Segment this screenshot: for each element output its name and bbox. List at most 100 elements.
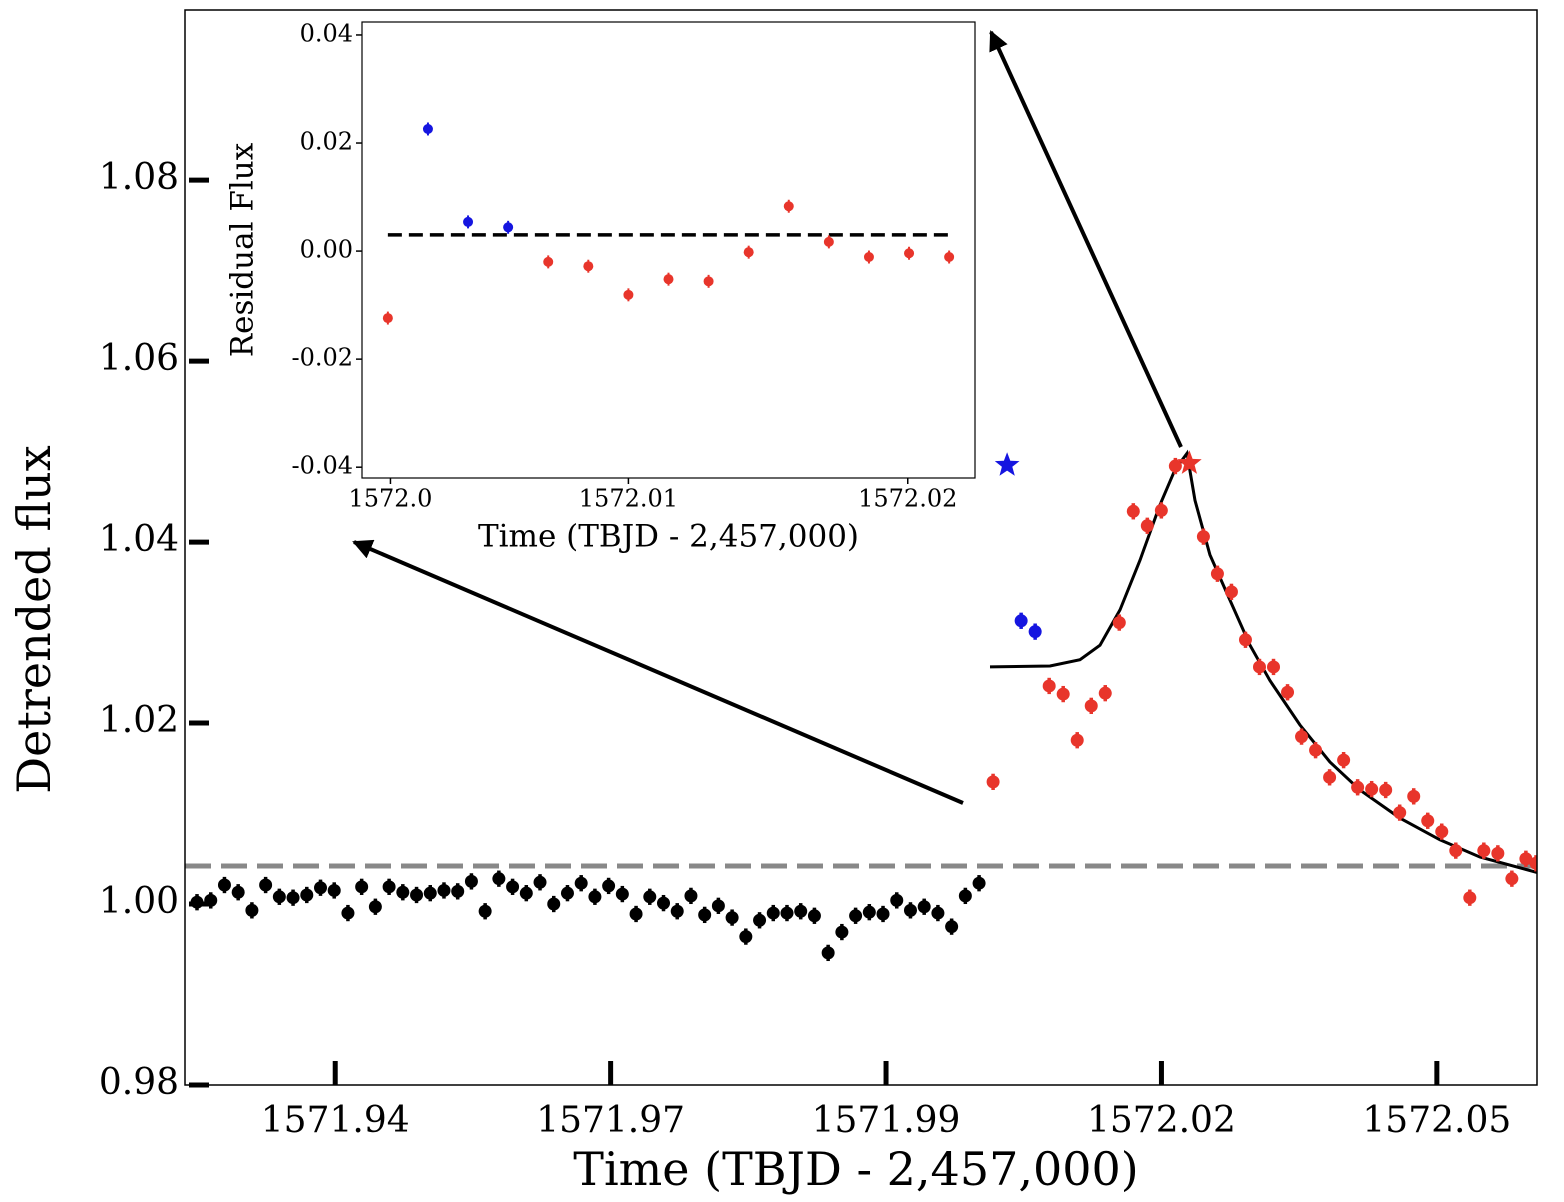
data-point <box>1014 614 1028 628</box>
data-point <box>917 900 931 914</box>
data-point <box>410 888 424 902</box>
data-point <box>1084 699 1098 713</box>
x-tick-label: 1572.02 <box>858 485 957 513</box>
data-point <box>1267 660 1281 674</box>
data-point <box>1393 806 1407 820</box>
data-point <box>503 222 514 233</box>
x-axis-label: Time (TBJD - 2,457,000) <box>573 1142 1138 1196</box>
x-tick-label: 1571.99 <box>812 1100 961 1141</box>
x-axis-label: Time (TBJD - 2,457,000) <box>478 519 859 555</box>
data-point <box>1238 633 1252 647</box>
data-point <box>1281 685 1295 699</box>
y-axis-label: Detrended flux <box>7 445 61 793</box>
data-point <box>1196 530 1210 544</box>
x-tick-label: 1572.02 <box>1087 1100 1236 1141</box>
data-point <box>1351 780 1365 794</box>
data-point <box>1407 789 1421 803</box>
data-point <box>423 886 437 900</box>
data-point <box>904 248 915 259</box>
data-point <box>1098 686 1112 700</box>
data-point <box>1252 660 1266 674</box>
data-point <box>863 252 874 263</box>
data-point <box>519 886 533 900</box>
data-point <box>944 252 955 263</box>
data-point <box>547 897 561 911</box>
data-point <box>629 907 643 921</box>
data-point <box>739 930 753 944</box>
data-point <box>1126 504 1140 518</box>
x-tick-label: 1571.97 <box>536 1100 685 1141</box>
data-point <box>382 880 396 894</box>
data-point <box>823 236 834 247</box>
data-point <box>821 946 835 960</box>
data-point <box>1112 616 1126 630</box>
data-point <box>780 906 794 920</box>
data-point <box>623 289 634 300</box>
star-point <box>1177 450 1202 474</box>
data-point <box>972 876 986 890</box>
data-point <box>1463 891 1477 905</box>
data-point <box>876 907 890 921</box>
data-point <box>698 908 712 922</box>
x-tick-label: 1572.0 <box>348 485 432 513</box>
data-point <box>478 904 492 918</box>
data-point <box>1042 679 1056 693</box>
y-tick-label: 1.02 <box>99 700 179 741</box>
model-curve <box>989 449 1537 874</box>
plot-content <box>382 122 955 325</box>
data-point <box>259 878 273 892</box>
data-point <box>657 896 671 910</box>
data-point <box>890 893 904 907</box>
data-point <box>451 884 465 898</box>
y-tick-label: -0.04 <box>291 452 353 480</box>
data-point <box>986 775 1000 789</box>
data-point <box>602 879 616 893</box>
data-point <box>958 889 972 903</box>
data-point <box>1529 856 1537 870</box>
data-point <box>286 891 300 905</box>
data-point <box>684 889 698 903</box>
data-point <box>1323 770 1337 784</box>
data-point <box>583 261 594 272</box>
data-point <box>437 883 451 897</box>
data-point <box>931 906 945 920</box>
data-point <box>862 905 876 919</box>
data-point <box>1154 503 1168 517</box>
data-point <box>1449 844 1463 858</box>
data-point <box>327 883 341 897</box>
data-point <box>272 890 286 904</box>
data-point <box>1505 872 1519 886</box>
arrows <box>352 30 1183 805</box>
data-point <box>1070 733 1084 747</box>
data-point <box>807 909 821 923</box>
data-point <box>1379 783 1393 797</box>
data-point <box>1028 625 1042 639</box>
data-point <box>1491 846 1505 860</box>
y-tick-label: 1.06 <box>99 338 179 379</box>
data-point <box>766 906 780 920</box>
data-point <box>560 886 574 900</box>
y-tick-label: 1.00 <box>99 881 179 922</box>
data-point <box>492 872 506 886</box>
inset-plot: -0.04 -0.02 0.00 0.02 0.04 1572.0 1572.01 1572.… <box>225 19 976 555</box>
data-point <box>743 247 754 258</box>
data-point <box>1477 844 1491 858</box>
arrow <box>352 539 964 805</box>
data-point <box>794 904 808 918</box>
plot-area <box>362 22 975 478</box>
data-point <box>703 276 714 287</box>
x-tick-label: 1572.05 <box>1362 1100 1511 1141</box>
data-point <box>1421 814 1435 828</box>
data-point <box>945 920 959 934</box>
data-point <box>835 925 849 939</box>
data-point <box>783 201 794 212</box>
data-point <box>1337 753 1351 767</box>
x-tick-label: 1572.01 <box>579 485 678 513</box>
data-point <box>463 216 474 227</box>
x-tick-label: 1571.94 <box>261 1100 410 1141</box>
data-point <box>1140 519 1154 533</box>
data-point <box>217 878 231 892</box>
data-point <box>368 900 382 914</box>
